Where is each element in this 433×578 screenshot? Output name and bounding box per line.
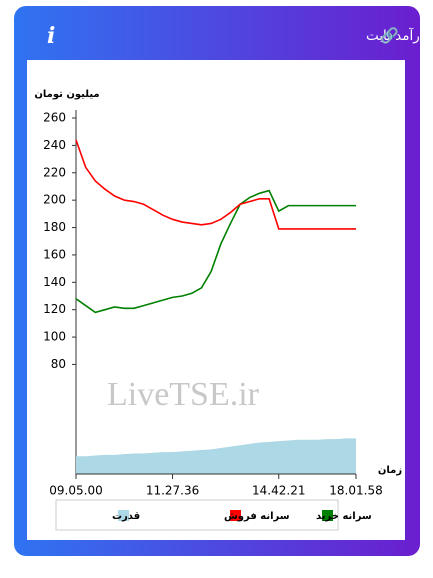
header-title: سرانه ی خرید و فروش حقیقی در صندوق های د…: [366, 27, 433, 44]
line: [75, 139, 356, 230]
y-tick-label: 260: [43, 111, 66, 125]
y-tick-label: 180: [43, 220, 66, 234]
link-icon[interactable]: 🔗: [380, 26, 399, 45]
y-tick-label: 120: [43, 302, 66, 316]
legend-swatch: [322, 510, 333, 521]
watermark: LiveTSE.ir: [107, 376, 260, 413]
info-icon[interactable]: i: [47, 23, 55, 49]
x-tick-label: 11.27.36: [146, 484, 199, 498]
x-tick-label: 18.01.58: [329, 484, 382, 498]
y-tick-label: 140: [43, 275, 66, 289]
y-tick-label: 160: [43, 247, 66, 261]
legend-label: قدرت: [112, 511, 140, 522]
y-tick-label: 200: [43, 193, 66, 207]
x-axis-label: زمان: [378, 465, 402, 476]
y-tick-label: 80: [51, 357, 66, 371]
y-axis-label: میلیون تومان: [34, 89, 99, 100]
legend-label: سرانه فروش: [224, 511, 290, 522]
legend-swatch: [118, 510, 129, 521]
x-tick-label: 14.42.21: [252, 484, 305, 498]
x-tick-label: 09.05.00: [49, 484, 102, 498]
y-tick-label: 100: [43, 330, 66, 344]
legend: [55, 499, 339, 531]
y-tick-label: 220: [43, 165, 66, 179]
y-tick-label: 240: [43, 138, 66, 152]
area: [76, 438, 356, 474]
legend-label: سرانه خرید: [316, 511, 372, 522]
line: [75, 189, 356, 314]
legend-swatch: [230, 510, 241, 521]
